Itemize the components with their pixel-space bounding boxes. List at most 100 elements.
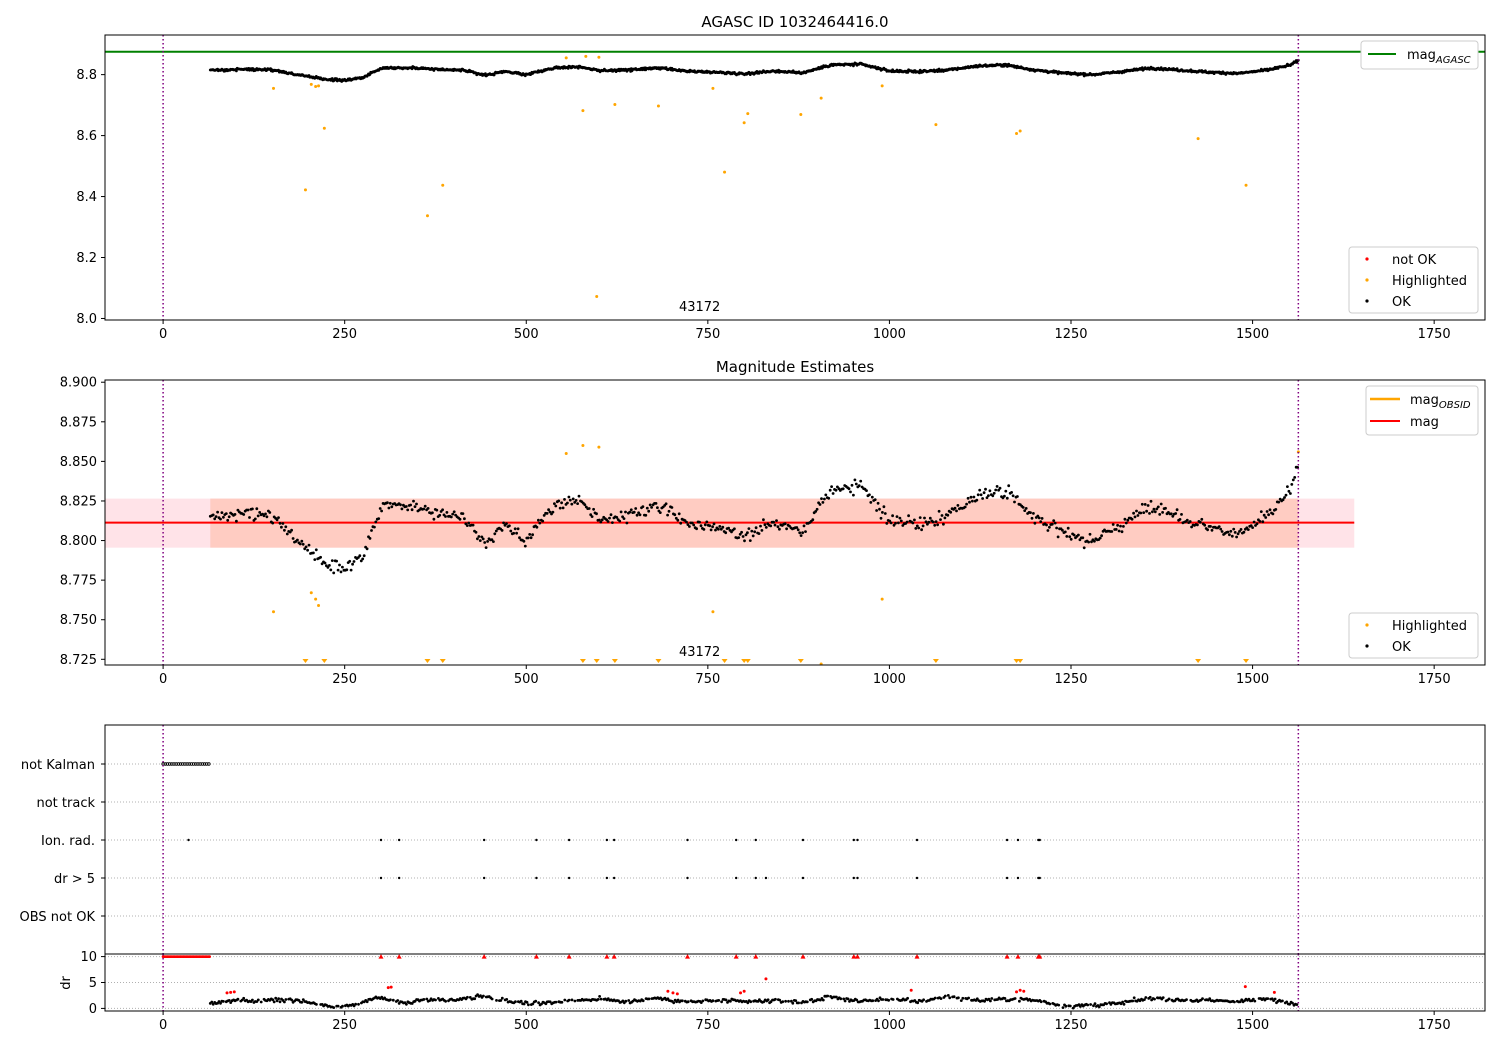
ok-point [399,503,402,507]
dr-not-ok-point [671,991,675,995]
ok-point [966,496,970,500]
ok-point [561,506,565,510]
ok-point [400,507,404,511]
flag-point-ion-rad [379,838,383,842]
dr-ok-point [1208,997,1212,1001]
ok-point [341,565,344,569]
ok-point [895,515,899,518]
dr-ok-point [681,999,684,1003]
dr-ok-point [983,999,986,1003]
top-xtick-label-1: 250 [332,327,357,342]
dr-ok-point [525,1000,529,1004]
dr-ytick-label-0: 0 [89,1002,97,1017]
ok-point [924,520,928,524]
ok-point [769,524,773,528]
ok-point [1055,526,1058,530]
ok-point [404,505,408,508]
ok-point [1132,511,1135,515]
ok-point [615,516,619,519]
ok-point [823,497,826,501]
flag-point-not-kalman [185,762,189,766]
ok-point [796,528,800,532]
ok-point [965,502,968,506]
ok-point [927,520,931,524]
ok-point [1133,515,1137,519]
ok-point [622,517,626,520]
ok-point [1258,520,1262,523]
dr-clipped-marker [533,954,539,959]
ok-point [741,535,745,538]
ok-point [386,501,389,505]
dr-ok-point [877,999,880,1003]
dr-ok-point [278,1000,282,1004]
ok-point [1040,517,1044,520]
flag-point-ion-rad [852,838,856,842]
out-of-range-marker [721,659,728,663]
dr-ok-point [797,1001,800,1005]
highlighted-point [711,86,715,90]
ok-point [380,509,383,513]
ok-point [566,67,570,70]
dr-ok-point [1153,997,1156,1001]
ok-point [673,513,677,517]
ok-point [1230,534,1234,538]
highlighted-point [309,591,313,595]
ok-point [1090,540,1093,544]
highlighted-point [272,86,276,90]
ok-point [798,531,802,535]
ok-point [566,501,569,505]
flag-point-ion-rad [535,838,538,842]
ok-point [1046,529,1050,532]
ok-point [695,527,698,531]
dr-ok-point [1003,997,1007,1000]
ok-point [1206,528,1209,532]
highlighted-point [656,104,660,108]
top-ytick-label-1: 8.2 [76,251,97,266]
dr-ok-point [236,997,240,1001]
ok-point [638,513,642,517]
dr-ok-point [720,1000,723,1004]
ok-point [648,503,652,507]
ok-point [275,518,279,522]
dr-clipped-marker [566,954,572,959]
ok-point [219,517,222,521]
ok-point [1050,522,1054,526]
middle-legend-highlighted: Highlighted [1392,619,1467,634]
ok-point [1140,502,1144,506]
dr-ok-point [1273,997,1277,1001]
middle-ytick-label-0: 8.725 [60,653,97,668]
dr-ok-point [717,999,721,1002]
top-points [208,54,1300,299]
ok-point [432,517,436,521]
ok-point [378,507,382,510]
dr-ok-point [534,999,538,1003]
ok-point [772,520,775,524]
dr-ok-point [519,999,523,1003]
ok-point [685,520,688,524]
middle-obsid-label: 43172 [679,645,720,660]
ok-point [881,511,884,514]
dr-ok-point [599,997,603,1001]
highlighted-point [317,84,321,88]
flag-point-dr5 [852,876,856,880]
dr-ok-point [514,1000,517,1004]
dr-clipped-marker [611,954,617,959]
middle-legend-mag: mag [1410,415,1439,430]
ok-point [253,517,257,521]
ok-point [868,493,871,497]
middle-ytick-label-2: 8.775 [60,574,97,589]
ok-point [873,498,877,501]
highlighted-point [564,451,568,455]
flag-point-ion-rad [734,838,738,842]
ok-point [926,522,929,526]
ok-point [528,533,532,536]
ok-point [647,509,651,513]
dr-ok-point [647,997,651,1001]
ok-point [502,521,505,525]
ok-point [522,539,526,543]
ok-point [875,509,878,512]
dr-ok-point [939,997,943,1000]
ok-point [753,530,757,534]
highlighted-point [595,295,599,299]
ok-point [1232,527,1236,531]
